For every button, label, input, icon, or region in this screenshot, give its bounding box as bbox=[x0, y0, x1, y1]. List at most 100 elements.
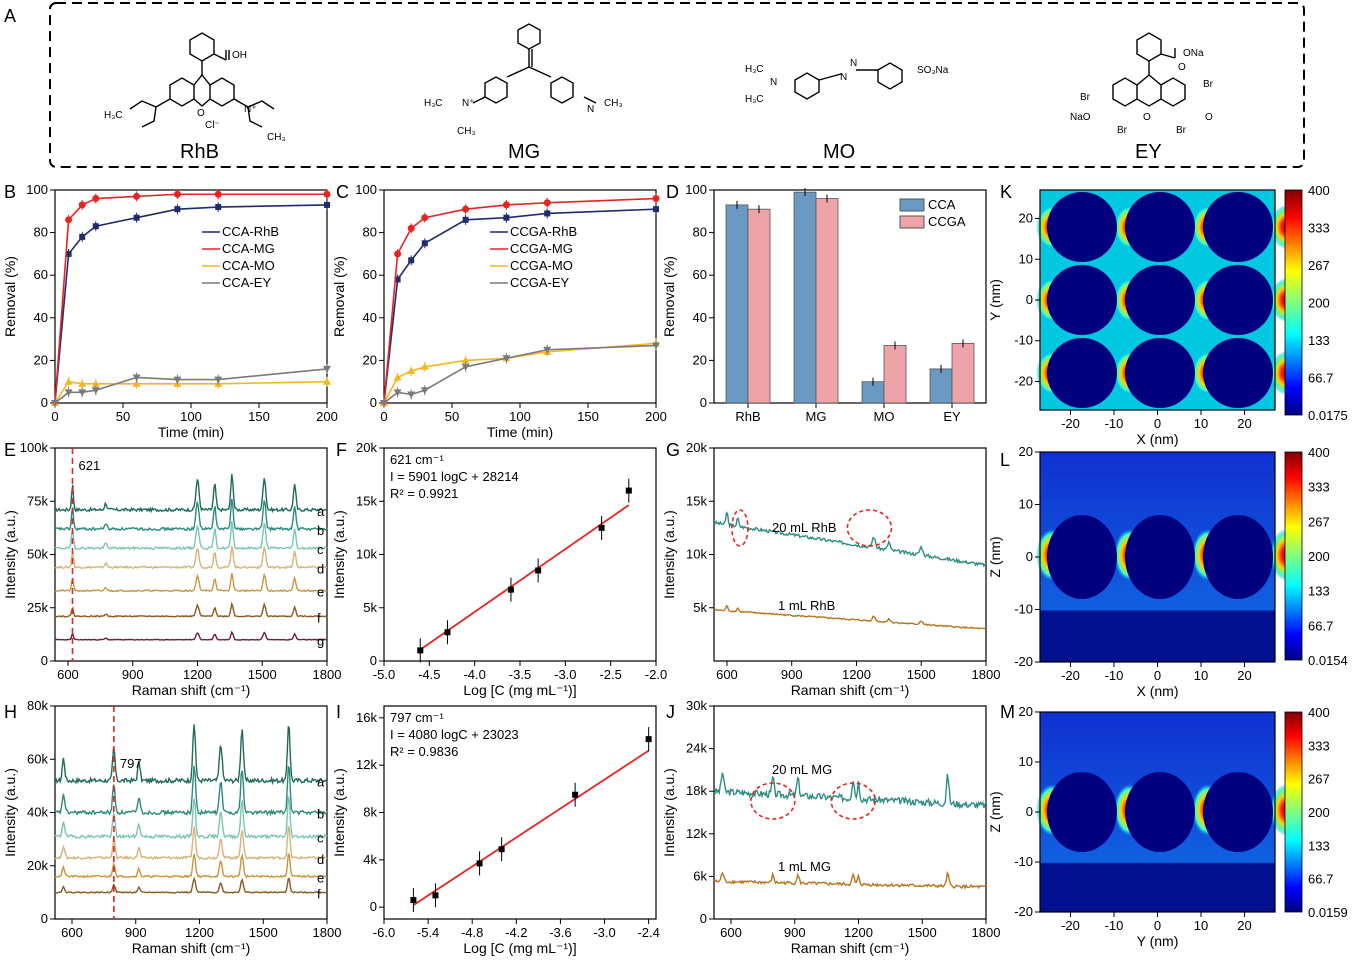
y-axis-label: Z (nm) bbox=[987, 536, 1003, 577]
y-axis-label: Y (nm) bbox=[987, 279, 1003, 321]
legend-label: CCA-RhB bbox=[222, 224, 279, 239]
y-tick-label: 100 bbox=[26, 182, 48, 197]
data-point bbox=[380, 400, 388, 407]
y-axis-label: Intensity (a.u.) bbox=[661, 510, 677, 599]
nanoparticle bbox=[1203, 338, 1273, 408]
colorbar bbox=[1284, 451, 1303, 661]
curve-label: c bbox=[317, 830, 324, 845]
data-point bbox=[432, 892, 439, 899]
chart-l: -20 -10 0 10 20 X (nm) 20 10 0 -10 -20 Z (nm) 400 333… bbox=[987, 444, 1348, 699]
data-point bbox=[407, 391, 416, 399]
y-tick-label: 10 bbox=[1019, 251, 1033, 266]
y-tick-label: 20 bbox=[1019, 444, 1033, 459]
data-point bbox=[173, 190, 181, 198]
colorbar-label: 333 bbox=[1308, 738, 1330, 753]
svg-text:H₃C: H₃C bbox=[745, 64, 764, 75]
nanoparticle bbox=[1047, 772, 1117, 852]
y-tick-label: 16k bbox=[356, 710, 377, 725]
data-point bbox=[543, 199, 551, 207]
data-point bbox=[544, 210, 551, 217]
y-tick-label: 0 bbox=[1026, 549, 1033, 564]
data-point bbox=[462, 216, 469, 223]
y-tick-label: -20 bbox=[1014, 654, 1033, 669]
spectrum-curve bbox=[54, 796, 328, 840]
curve-label: e bbox=[317, 585, 324, 600]
x-axis-label: Raman shift (cm⁻¹) bbox=[791, 682, 910, 698]
legend-label: CCGA-EY bbox=[510, 275, 570, 290]
rhb-structure bbox=[129, 32, 275, 128]
data-point bbox=[91, 379, 100, 387]
colorbar-label: 200 bbox=[1308, 296, 1330, 311]
panel-letter-g: G bbox=[666, 440, 680, 460]
panel-letter-i: I bbox=[336, 702, 341, 722]
legend-label: CCGA-MO bbox=[510, 258, 573, 273]
y-tick-label: 80 bbox=[34, 225, 48, 240]
x-axis-label: Time (min) bbox=[158, 424, 224, 440]
svg-text:N⁺: N⁺ bbox=[244, 104, 257, 115]
colorbar-label: 0.0159 bbox=[1308, 905, 1348, 920]
x-tick-label: -6.0 bbox=[373, 925, 395, 940]
x-axis-label: X (nm) bbox=[1137, 431, 1179, 447]
svg-text:N: N bbox=[770, 77, 777, 88]
y-axis-label: Intensity (a.u.) bbox=[661, 768, 677, 857]
data-point bbox=[78, 379, 87, 387]
y-tick-label: 10 bbox=[1019, 754, 1033, 769]
x-tick-label: 200 bbox=[316, 409, 338, 424]
panel-letter-f: F bbox=[336, 440, 347, 460]
nanoparticle bbox=[1125, 338, 1195, 408]
svg-text:OH: OH bbox=[232, 50, 247, 61]
colorbar-label: 0.0175 bbox=[1308, 408, 1348, 423]
series-line bbox=[383, 208, 657, 404]
nanoparticle bbox=[1125, 265, 1195, 335]
spectrum-curve-high bbox=[713, 511, 987, 568]
y-tick-label: 40k bbox=[27, 805, 48, 820]
data-point bbox=[214, 376, 223, 384]
svg-text:CH₃: CH₃ bbox=[604, 98, 623, 109]
data-point bbox=[323, 377, 331, 385]
nanoparticle bbox=[1203, 192, 1273, 262]
data-point bbox=[324, 201, 330, 208]
bar bbox=[951, 342, 975, 404]
svg-text:N: N bbox=[850, 58, 857, 69]
y-tick-label: 25k bbox=[27, 600, 48, 615]
curve-label: g bbox=[317, 634, 324, 649]
plot-frame-e bbox=[54, 447, 328, 662]
legend-label: CCA-MO bbox=[222, 258, 275, 273]
chart-d: 0 20 40 60 80 100 Removal (%) RhB MG MO EY CCA CCGA bbox=[661, 182, 987, 424]
y-tick-label: -10 bbox=[1014, 854, 1033, 869]
data-point bbox=[407, 367, 416, 375]
y-tick-label: 100 bbox=[685, 182, 707, 197]
colorbar-label: 200 bbox=[1308, 805, 1330, 820]
svg-text:O: O bbox=[1178, 62, 1186, 73]
x-tick-label: 0 bbox=[1154, 918, 1161, 933]
chart-f: -5.0 -4.5 -4.0 -3.5 -3.0 -2.5 -2.0 Log [C (mg m… bbox=[331, 440, 667, 698]
x-tick-label: 100 bbox=[180, 409, 202, 424]
series-label: 1 mL MG bbox=[778, 859, 831, 874]
x-tick-label: -3.5 bbox=[509, 667, 531, 682]
data-point bbox=[408, 257, 415, 264]
bar bbox=[793, 191, 817, 404]
data-point bbox=[132, 374, 141, 382]
colorbar-label: 267 bbox=[1308, 258, 1330, 273]
data-point bbox=[132, 379, 141, 387]
svg-text:N⁺: N⁺ bbox=[462, 98, 475, 109]
colorbar-label: 267 bbox=[1308, 772, 1330, 787]
svg-text:Br: Br bbox=[1117, 125, 1128, 136]
svg-text:Br: Br bbox=[1176, 125, 1187, 136]
data-point bbox=[572, 791, 579, 798]
mo-structure bbox=[794, 62, 903, 100]
x-axis-label: Time (min) bbox=[487, 424, 553, 440]
x-tick-label: -2.0 bbox=[645, 667, 667, 682]
svg-text:CH₃: CH₃ bbox=[457, 126, 476, 137]
y-tick-label: 40 bbox=[693, 310, 707, 325]
colorbar-label: 66.7 bbox=[1308, 371, 1333, 386]
panel-letter-c: C bbox=[336, 182, 349, 202]
plot-frame-j bbox=[713, 705, 987, 920]
x-axis-label: Log [C (mg mL⁻¹)] bbox=[463, 940, 576, 956]
curve-label: b bbox=[317, 523, 324, 538]
y-tick-label: -20 bbox=[1014, 373, 1033, 388]
svg-text:ONa: ONa bbox=[1183, 48, 1204, 59]
y-tick-label: 24k bbox=[686, 741, 707, 756]
nanoparticle bbox=[1125, 515, 1195, 599]
colorbar-label: 400 bbox=[1308, 183, 1330, 198]
